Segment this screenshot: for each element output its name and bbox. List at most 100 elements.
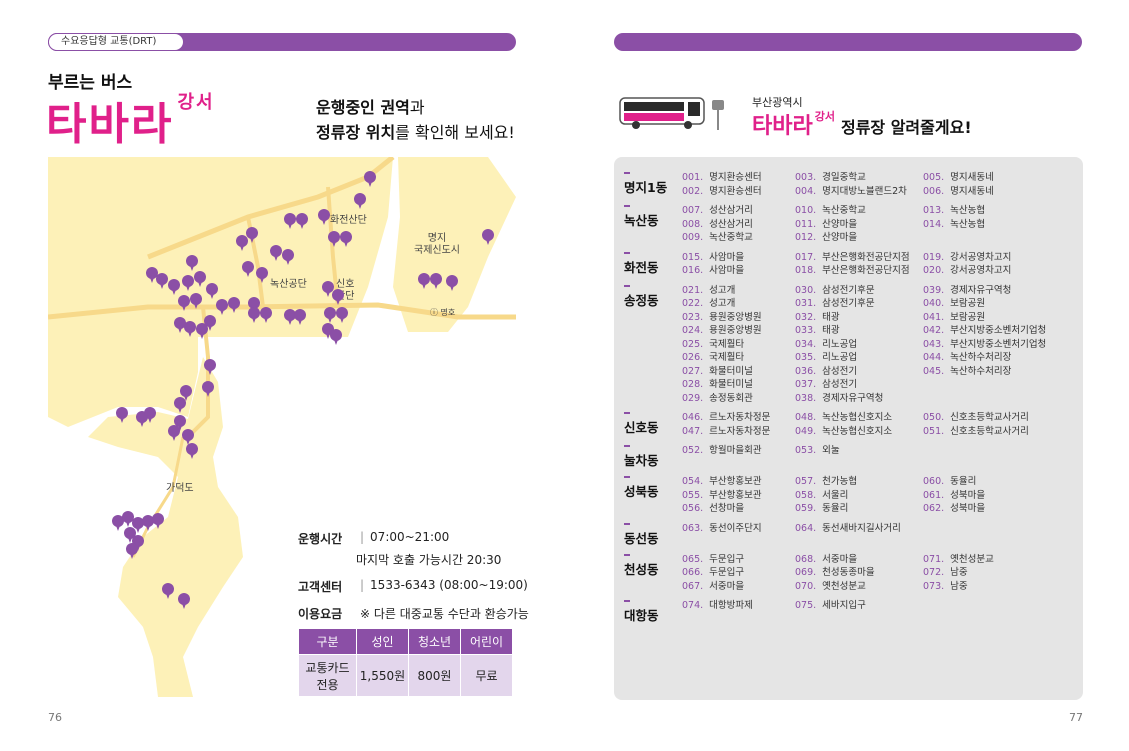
- stop-pin[interactable]: [446, 275, 458, 291]
- stop-pin[interactable]: [142, 515, 154, 531]
- stop-pin[interactable]: [340, 231, 352, 247]
- stop-pin[interactable]: [182, 275, 194, 291]
- stop-pin[interactable]: [248, 307, 260, 323]
- stop-item: 024. 용원중앙병원: [682, 325, 762, 336]
- stop-item: 035. 리노공업: [795, 352, 858, 363]
- fare-note: ※ 다른 대중교통 수단과 환승가능: [360, 607, 529, 621]
- stop-pin[interactable]: [122, 511, 134, 527]
- stop-pin[interactable]: [194, 271, 206, 287]
- stop-pin[interactable]: [296, 213, 308, 229]
- stop-pin[interactable]: [246, 227, 258, 243]
- stop-item: 045. 녹산하수처리장: [923, 365, 1012, 377]
- dong-name: 성북동: [624, 475, 682, 516]
- dong-name: 눌차동: [624, 444, 682, 469]
- page-title: 타바라 강서정류장 알려줄게요!: [752, 110, 972, 139]
- dong-section: 동선동 063. 동선이주단지 064. 동선새바지길사거리: [624, 522, 1083, 547]
- stop-pin[interactable]: [318, 209, 330, 225]
- stop-item: 036. 삼성전기: [795, 365, 858, 377]
- hours-key: 운행시간: [298, 532, 343, 546]
- stop-pin[interactable]: [204, 315, 216, 331]
- stop-pin[interactable]: [322, 281, 334, 297]
- stop-pin[interactable]: [152, 513, 164, 529]
- stop-pin[interactable]: [330, 329, 342, 345]
- stop-pin[interactable]: [294, 309, 306, 325]
- stop-pin[interactable]: [284, 213, 296, 229]
- stop-item: 028. 화물터미널: [682, 379, 753, 390]
- stop-item: 074. 대항방파제: [682, 600, 753, 611]
- stop-pin[interactable]: [282, 249, 294, 265]
- stop-pin[interactable]: [202, 381, 214, 397]
- stop-item: 007. 성산삼거리: [682, 205, 753, 216]
- fare-child: 무료: [460, 654, 513, 697]
- dong-section: 화전동 015. 사암마을 016. 사암마을 017. 부산은행화전공단지점 018. 부산은…: [624, 251, 1083, 278]
- stop-item: 010. 녹산중학교: [795, 205, 866, 216]
- stop-pin[interactable]: [284, 309, 296, 325]
- stop-pin[interactable]: [156, 273, 168, 289]
- stop-pin[interactable]: [178, 295, 190, 311]
- stop-pin[interactable]: [174, 415, 186, 431]
- stop-item: 040. 보람공원: [923, 298, 986, 309]
- stop-pin[interactable]: [184, 321, 196, 337]
- dong-name: 명지1동: [624, 171, 682, 198]
- stop-pin[interactable]: [216, 299, 228, 315]
- stop-item: 058. 서울리: [795, 489, 849, 501]
- stop-item: 066. 두문입구: [682, 567, 745, 578]
- stop-item: 073. 남중: [923, 580, 968, 592]
- stop-pin[interactable]: [354, 193, 366, 209]
- stop-pin[interactable]: [260, 307, 272, 323]
- map-label-sinho: 신호 산단: [336, 279, 355, 302]
- dong-name: 대항동: [624, 599, 682, 624]
- fare-row-label: 교통카드 전용: [298, 654, 357, 697]
- stop-pin[interactable]: [328, 231, 340, 247]
- page-number: 76: [48, 711, 62, 724]
- fare-table: 구분 성인 청소년 어린이 교통카드 전용 1,550원 800원 무료: [298, 628, 513, 697]
- stop-pin[interactable]: [144, 407, 156, 423]
- stop-pin[interactable]: [112, 515, 124, 531]
- stop-pin[interactable]: [186, 443, 198, 459]
- stop-item: 069. 천성동종마을: [795, 567, 875, 578]
- map-label-ic: ⓘ 명호: [430, 308, 456, 317]
- stop-pin[interactable]: [228, 297, 240, 313]
- stop-pin[interactable]: [270, 245, 282, 261]
- stop-pin[interactable]: [186, 255, 198, 271]
- stop-pin[interactable]: [364, 171, 376, 187]
- stop-pin[interactable]: [168, 279, 180, 295]
- stop-pin[interactable]: [242, 261, 254, 277]
- stop-item: 064. 동선새바지길사거리: [795, 522, 901, 534]
- dong-name: 녹산동: [624, 204, 682, 245]
- stop-pin[interactable]: [418, 273, 430, 289]
- dong-section: 성북동 054. 부산항홍보관 055. 부산항홍보관 056. 선창마을 057. 천가농협 0…: [624, 475, 1083, 516]
- stop-pin[interactable]: [116, 407, 128, 423]
- stop-item: 012. 산양마을: [795, 232, 858, 243]
- stop-pin[interactable]: [174, 317, 186, 333]
- stop-pin[interactable]: [482, 229, 494, 245]
- stop-pin[interactable]: [126, 543, 138, 559]
- stop-pin[interactable]: [332, 289, 344, 305]
- stop-pin[interactable]: [190, 293, 202, 309]
- stop-item: 037. 삼성전기: [795, 379, 858, 390]
- stop-pin[interactable]: [132, 517, 144, 533]
- stop-item: 053. 외눌: [795, 445, 840, 456]
- stop-item: 042. 부산지방중소벤처기업청: [923, 325, 1047, 336]
- stop-pin[interactable]: [336, 307, 348, 323]
- stop-pin[interactable]: [182, 429, 194, 445]
- dong-name: 천성동: [624, 553, 682, 594]
- stop-pin[interactable]: [204, 359, 216, 375]
- stop-pin[interactable]: [174, 397, 186, 413]
- stop-item: 071. 옛천성분교: [923, 553, 994, 565]
- stop-pin[interactable]: [162, 583, 174, 599]
- stop-pin[interactable]: [430, 273, 442, 289]
- stop-pin[interactable]: [168, 425, 180, 441]
- stop-item: 034. 리노공업: [795, 338, 858, 350]
- header-bar: [614, 33, 1082, 51]
- stop-item: 033. 태광: [795, 325, 840, 336]
- stop-item: 067. 서중마을: [682, 580, 745, 592]
- stop-pin[interactable]: [324, 307, 336, 323]
- stop-pin[interactable]: [236, 235, 248, 251]
- stop-item: 047. 르노자동차정문: [682, 425, 771, 437]
- stop-pin[interactable]: [178, 593, 190, 609]
- stop-pin[interactable]: [146, 267, 158, 283]
- stop-pin[interactable]: [180, 385, 192, 401]
- stop-pin[interactable]: [256, 267, 268, 283]
- stop-pin[interactable]: [206, 283, 218, 299]
